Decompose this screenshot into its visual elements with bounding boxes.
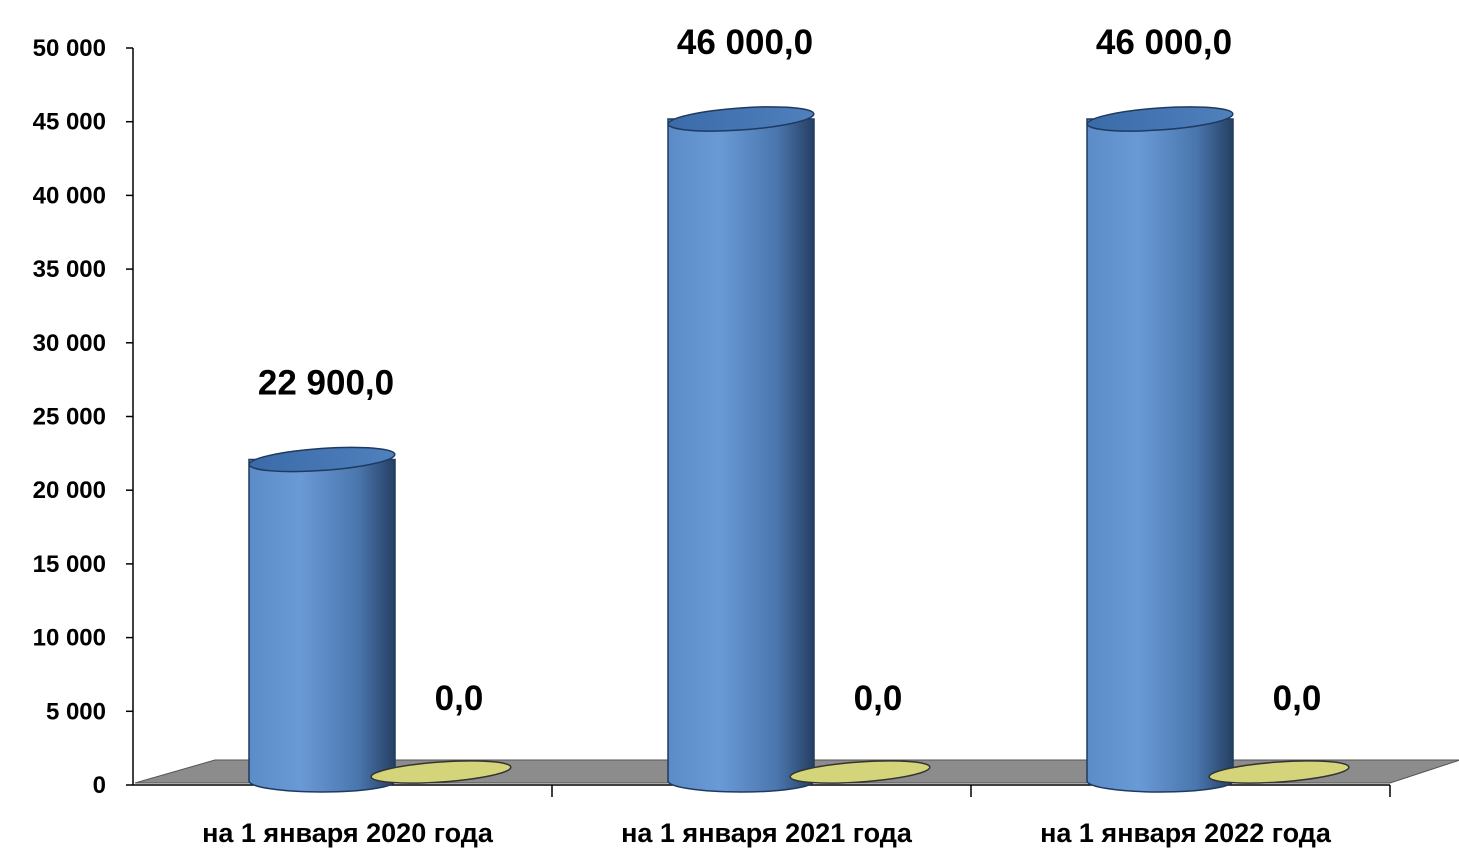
y-tick-label: 20 000	[33, 477, 106, 504]
bar-cylinder	[667, 106, 815, 793]
bar-disc	[789, 760, 931, 784]
data-label: 22 900,0	[258, 363, 394, 402]
data-label: 0,0	[854, 679, 903, 718]
y-tick-label: 50 000	[33, 35, 106, 62]
y-tick-label: 10 000	[33, 625, 106, 652]
bar-disc	[1208, 760, 1350, 784]
y-tick-label: 30 000	[33, 330, 106, 357]
data-label: 46 000,0	[1096, 23, 1232, 62]
x-category-label: на 1 января 2020 года	[202, 818, 494, 848]
y-tick-label: 45 000	[33, 109, 106, 136]
x-category-label: на 1 января 2021 года	[621, 818, 913, 848]
y-tick-label: 25 000	[33, 404, 106, 431]
y-tick-label: 5 000	[46, 698, 106, 725]
y-tick-label: 15 000	[33, 551, 106, 578]
bar-cylinder	[248, 446, 396, 793]
bar-body	[1086, 118, 1234, 793]
x-category-label: на 1 января 2022 года	[1040, 818, 1332, 848]
data-label: 0,0	[1273, 679, 1322, 718]
bar-top	[667, 106, 815, 132]
bar-top	[1086, 106, 1234, 132]
bar-cylinder	[1086, 106, 1234, 793]
bar-body	[667, 118, 815, 793]
y-tick-label: 35 000	[33, 256, 106, 283]
y-tick-label: 40 000	[33, 182, 106, 209]
data-label: 46 000,0	[677, 23, 813, 62]
bar-top	[248, 446, 396, 473]
y-tick-label: 0	[93, 772, 106, 799]
data-label: 0,0	[435, 679, 484, 718]
bar-disc	[370, 760, 512, 784]
bar-body	[248, 458, 396, 793]
